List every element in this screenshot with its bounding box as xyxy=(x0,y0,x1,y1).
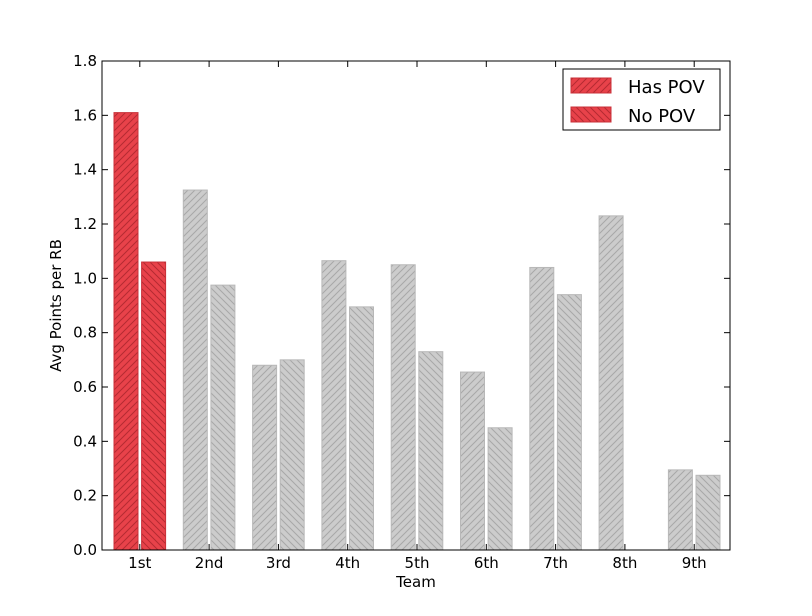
bar-5th-has-pov xyxy=(390,264,416,551)
legend: Has POV No POV xyxy=(562,68,721,131)
bar-6th-no-pov xyxy=(487,427,513,551)
x-tick-label-6th: 6th xyxy=(474,554,499,572)
x-tick-label-1st: 1st xyxy=(128,554,151,572)
bar-4th-no-pov xyxy=(349,306,374,551)
x-tick-label-3rd: 3rd xyxy=(266,554,291,572)
y-tick-label: 1.8 xyxy=(73,52,97,70)
y-tick-label: 1.4 xyxy=(73,161,97,179)
bar-1st-has-pov xyxy=(113,112,139,551)
bar-4th-has-pov xyxy=(321,260,347,551)
x-axis: 1st 2nd 3rd 4th 5th 6th 7th 8th 9th xyxy=(128,61,707,572)
x-axis-label: Team xyxy=(395,573,436,591)
x-tick-label-7th: 7th xyxy=(543,554,568,572)
x-tick-label-9th: 9th xyxy=(682,554,707,572)
y-tick-label: 0.4 xyxy=(73,432,97,450)
y-tick-label: 1.6 xyxy=(73,106,97,124)
bar-3rd-has-pov xyxy=(252,364,278,551)
y-tick-label: 1.2 xyxy=(73,215,97,233)
x-tick-label-2nd: 2nd xyxy=(195,554,224,572)
y-tick-label: 0.0 xyxy=(73,541,97,559)
bar-6th-has-pov xyxy=(460,371,485,551)
bar-7th-has-pov xyxy=(529,266,555,551)
y-tick-label: 1.0 xyxy=(73,269,97,287)
bar-1st-no-pov xyxy=(141,261,167,551)
y-tick-label: 0.2 xyxy=(73,487,97,505)
bars-layer xyxy=(113,112,721,551)
plot-area-frame xyxy=(101,60,731,551)
x-tick-label-8th: 8th xyxy=(612,554,637,572)
y-axis-label: Avg Points per RB xyxy=(47,239,65,372)
y-tick-label: 0.6 xyxy=(73,378,97,396)
x-tick-label-4th: 4th xyxy=(335,554,360,572)
legend-swatch-has-pov xyxy=(570,77,612,94)
bar-2nd-has-pov xyxy=(182,189,208,551)
legend-label-no-pov: No POV xyxy=(628,106,696,127)
bar-3rd-no-pov xyxy=(279,359,305,551)
bar-7th-no-pov xyxy=(556,294,582,551)
legend-swatch-no-pov xyxy=(570,106,612,123)
bar-9th-has-pov xyxy=(667,469,693,551)
bar-5th-no-pov xyxy=(418,351,444,551)
bar-8th-has-pov xyxy=(598,215,624,551)
x-tick-label-5th: 5th xyxy=(405,554,430,572)
y-tick-label: 0.8 xyxy=(73,324,97,342)
y-axis: 0.0 0.2 0.4 0.6 0.8 1.0 1.2 1.4 1.6 1.8 xyxy=(73,52,730,559)
bar-2nd-no-pov xyxy=(210,284,236,551)
legend-label-has-pov: Has POV xyxy=(628,77,705,98)
bar-9th-no-pov xyxy=(695,474,721,551)
